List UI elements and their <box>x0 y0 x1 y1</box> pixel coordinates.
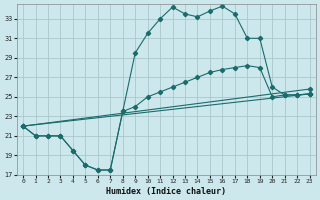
X-axis label: Humidex (Indice chaleur): Humidex (Indice chaleur) <box>106 187 226 196</box>
